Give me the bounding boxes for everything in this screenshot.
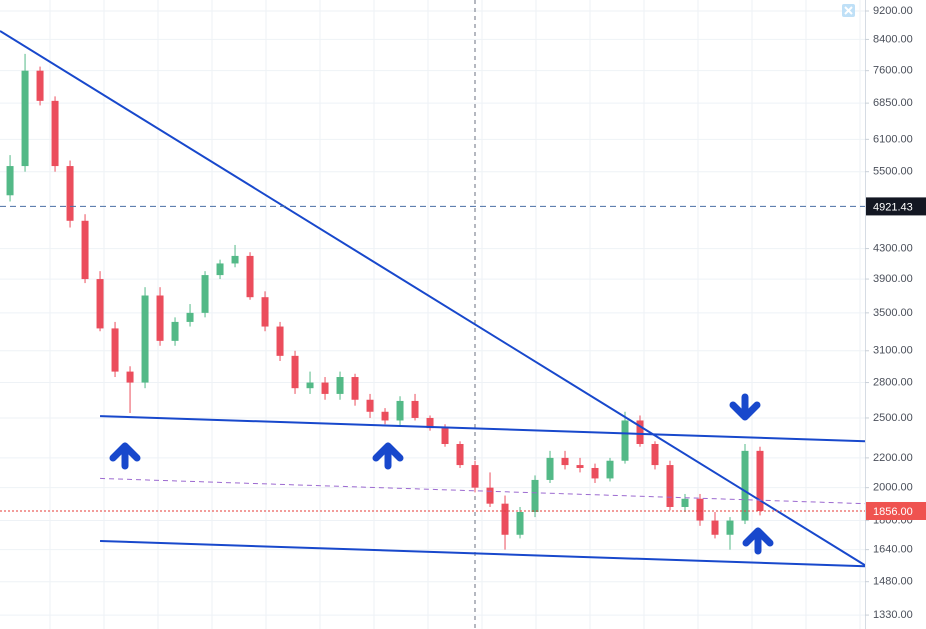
candle-body (741, 450, 749, 521)
plot (0, 30, 866, 568)
candle-body (66, 166, 74, 221)
candle-body (81, 220, 89, 280)
candle-body (96, 279, 104, 329)
candle-body (486, 487, 494, 504)
candle-body (546, 457, 554, 480)
candle-body (591, 467, 599, 479)
candle-body (171, 321, 179, 341)
y-tick-label: 1640.00 (873, 544, 913, 556)
y-tick-label: 4300.00 (873, 242, 913, 254)
candle-body (336, 377, 344, 394)
candle-body (51, 100, 59, 167)
candle-body (726, 520, 734, 535)
y-tick-label: 2000.00 (873, 482, 913, 494)
candle-body (561, 457, 569, 466)
candle-body (366, 399, 374, 412)
candle-body (696, 498, 704, 521)
candle-body (126, 371, 134, 383)
trendline (100, 539, 866, 568)
candle-body (36, 70, 44, 101)
candle-body (216, 263, 224, 276)
candle-body (756, 450, 764, 511)
candle-body (636, 420, 644, 444)
down-arrow (729, 393, 761, 421)
candle-body (291, 355, 299, 389)
trendline (100, 415, 866, 443)
candle-body (681, 498, 689, 507)
y-tick-label: 3900.00 (873, 273, 913, 285)
candle-body (576, 465, 584, 468)
up-arrow (109, 442, 141, 470)
y-tick-label: 6850.00 (873, 97, 913, 109)
y-tick-label: 9200.00 (873, 5, 913, 17)
y-tick-label: 1330.00 (873, 609, 913, 621)
candle-body (411, 400, 419, 418)
candle-body (621, 420, 629, 461)
candle-body (531, 479, 539, 513)
candle-body (141, 295, 149, 383)
y-tick-label: 8400.00 (873, 33, 913, 45)
settings-icon-glyph (844, 6, 853, 15)
candle-body (396, 400, 404, 421)
candle-body (351, 377, 359, 400)
grid (0, 0, 865, 629)
y-tick-label: 2500.00 (873, 412, 913, 424)
up-arrow (372, 442, 404, 470)
candle-body (156, 295, 164, 341)
candle-body (441, 428, 449, 444)
price-axis: 9200.00 8400.00 7600.00 6850.00 6100.00 5500.… (865, 5, 926, 621)
candle-body (711, 520, 719, 535)
candle-body (21, 70, 29, 167)
candle-body (426, 417, 434, 429)
price-label-box (866, 501, 926, 520)
candle-body (111, 328, 119, 372)
candle-body (6, 166, 14, 196)
candle-body (231, 255, 239, 264)
up-arrow (742, 527, 774, 555)
annotation-arrows (109, 393, 774, 555)
y-tick-label: 2800.00 (873, 376, 913, 388)
y-tick-label: 1480.00 (873, 576, 913, 588)
y-tick-label: 2200.00 (873, 452, 913, 464)
candle-body (186, 312, 194, 322)
y-tick-label: 6100.00 (873, 133, 913, 145)
price-label: 1856.00 (873, 506, 913, 518)
candle-body (246, 255, 254, 298)
price-label: 4921.43 (873, 201, 913, 213)
candle-body (606, 460, 614, 479)
candle-body (261, 297, 269, 327)
candle-body (201, 275, 209, 313)
trendline (0, 30, 866, 567)
candle-body (471, 465, 479, 488)
candle-body (456, 443, 464, 466)
candle-body (501, 503, 509, 535)
y-tick-label: 5500.00 (873, 166, 913, 178)
y-tick-label: 3500.00 (873, 307, 913, 319)
candle-body (516, 512, 524, 535)
candle-body (276, 326, 284, 356)
candle-body (321, 382, 329, 394)
candle-body (651, 443, 659, 466)
candle-body (306, 382, 314, 389)
trendline (100, 477, 866, 505)
price-label-box (866, 197, 926, 216)
candle-body (666, 465, 674, 507)
candle-body (381, 411, 389, 421)
y-tick-label: 7600.00 (873, 65, 913, 77)
y-tick-label: 3100.00 (873, 345, 913, 357)
